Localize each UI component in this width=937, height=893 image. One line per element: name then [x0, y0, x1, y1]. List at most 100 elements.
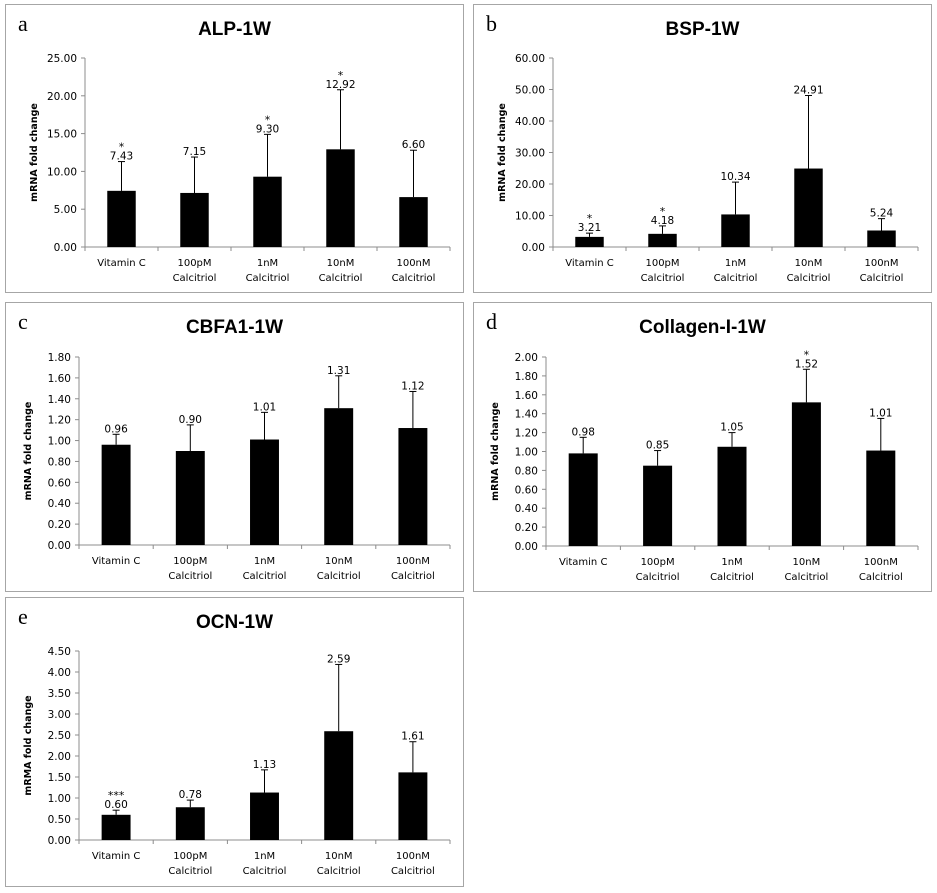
significance-marker: * — [587, 212, 593, 225]
data-label: 1.52 — [795, 358, 818, 370]
chart-title: OCN-1W — [195, 612, 274, 633]
x-tick-label: 100nM — [396, 851, 430, 862]
bar-chart: 0.00 5.00 10.00 15.00 20.00 25.00 mRNA fold ch… — [29, 53, 451, 284]
y-tick-label: 1.80 — [48, 352, 71, 364]
y-axis-label: mRMA fold change — [23, 695, 34, 795]
y-tick-label: 1.00 — [48, 793, 71, 805]
chart-title: CBFA1-1W — [185, 317, 284, 338]
panel-letter: d — [486, 309, 497, 334]
y-tick-label: 4.50 — [48, 646, 71, 658]
x-tick-label: 10nM — [795, 258, 823, 269]
y-tick-label: 2.50 — [48, 730, 71, 742]
bar — [399, 197, 428, 247]
x-tick-label: Calcitriol — [243, 571, 287, 582]
significance-marker: * — [338, 69, 344, 82]
bar — [866, 450, 896, 546]
panel-letter: e — [18, 604, 28, 629]
y-tick-label: 1.00 — [515, 447, 538, 459]
x-tick-label: 100nM — [864, 258, 898, 269]
x-tick-label: Calcitriol — [168, 866, 212, 877]
x-tick-label: Calcitriol — [391, 571, 435, 582]
data-label: 1.13 — [253, 759, 276, 771]
x-tick-label: 1nM — [254, 851, 275, 862]
x-tick-label: 1nM — [721, 557, 742, 568]
x-tick-label: Vitamin C — [559, 557, 607, 568]
chart-title: Collagen-I-1W — [639, 317, 766, 338]
y-tick-label: 0.00 — [54, 242, 77, 254]
y-tick-label: 10.00 — [515, 211, 545, 223]
y-tick-label: 15.00 — [47, 129, 77, 141]
bar — [794, 168, 823, 247]
y-tick-label: 0.80 — [515, 465, 538, 477]
x-tick-label: 1nM — [725, 258, 746, 269]
data-label: 7.15 — [183, 146, 206, 158]
x-tick-label: Calcitriol — [710, 572, 754, 583]
chart-panel-cbfa1: c CBFA1-1W 0.00 0.20 0.40 0.60 0.80 1.00 1.20 1… — [5, 302, 464, 592]
bar — [398, 772, 428, 840]
x-tick-label: Calcitriol — [392, 273, 436, 284]
x-tick-label: 1nM — [257, 258, 278, 269]
y-tick-label: 0.50 — [48, 814, 71, 826]
y-tick-label: 2.00 — [515, 352, 538, 364]
x-tick-label: 100nM — [396, 258, 430, 269]
panel-letter: b — [486, 11, 497, 36]
bar — [791, 402, 821, 546]
bar — [101, 444, 131, 545]
data-label: 0.60 — [104, 799, 127, 811]
y-tick-label: 1.20 — [48, 415, 71, 427]
x-tick-label: Calcitriol — [787, 273, 831, 284]
x-tick-label: Calcitriol — [636, 572, 680, 583]
panel-letter: a — [18, 11, 28, 36]
x-tick-label: Calcitriol — [319, 273, 363, 284]
bar — [643, 465, 673, 546]
x-tick-label: 10nM — [325, 851, 353, 862]
x-tick-label: 10nM — [793, 557, 821, 568]
y-tick-label: 3.50 — [48, 688, 71, 700]
x-tick-label: Calcitriol — [317, 866, 361, 877]
y-tick-label: 1.60 — [515, 390, 538, 402]
bar — [721, 214, 750, 247]
data-label: 1.01 — [253, 401, 276, 413]
data-label: 5.24 — [870, 208, 894, 220]
x-tick-label: 100pM — [645, 258, 679, 269]
bar — [648, 233, 677, 247]
y-tick-label: 1.50 — [48, 772, 71, 784]
bar — [326, 149, 355, 247]
bar — [568, 453, 598, 546]
y-tick-label: 1.80 — [515, 371, 538, 383]
y-tick-label: 10.00 — [47, 166, 77, 178]
data-label: 12.92 — [325, 79, 355, 91]
bar — [180, 192, 209, 247]
x-tick-label: Calcitriol — [168, 571, 212, 582]
y-tick-label: 0.40 — [515, 503, 538, 515]
y-tick-label: 60.00 — [515, 53, 545, 65]
bar — [107, 190, 136, 247]
x-tick-label: Calcitriol — [243, 866, 287, 877]
data-label: 0.78 — [179, 789, 202, 801]
significance-marker: * — [265, 113, 271, 126]
y-tick-label: 3.00 — [48, 709, 71, 721]
bar — [253, 176, 282, 247]
bar — [175, 807, 205, 840]
bar-chart: 0.00 10.00 20.00 30.00 40.00 50.00 60.00 mRNA f… — [497, 53, 919, 284]
data-label: 1.05 — [720, 422, 743, 434]
data-label: 4.18 — [651, 215, 674, 227]
y-axis-label: mRNA fold change — [23, 402, 34, 501]
data-label: 7.43 — [110, 151, 133, 163]
x-tick-label: Calcitriol — [784, 572, 828, 583]
y-tick-label: 2.00 — [48, 751, 71, 763]
data-label: 24.91 — [793, 84, 823, 96]
bar — [250, 792, 279, 840]
significance-marker: *** — [108, 789, 125, 802]
y-tick-label: 30.00 — [515, 148, 545, 160]
y-tick-label: 1.40 — [48, 394, 71, 406]
bar-chart: 0.00 0.20 0.40 0.60 0.80 1.00 1.20 1.40 1.60 1.80… — [490, 348, 919, 583]
y-tick-label: 0.20 — [48, 519, 71, 531]
x-tick-label: 100pM — [173, 851, 207, 862]
y-tick-label: 25.00 — [47, 53, 77, 65]
y-tick-label: 4.00 — [48, 667, 71, 679]
significance-marker: * — [804, 348, 810, 361]
x-tick-label: Vitamin C — [92, 556, 140, 567]
y-axis-label: mRNA fold change — [497, 103, 508, 202]
bar — [101, 814, 131, 840]
